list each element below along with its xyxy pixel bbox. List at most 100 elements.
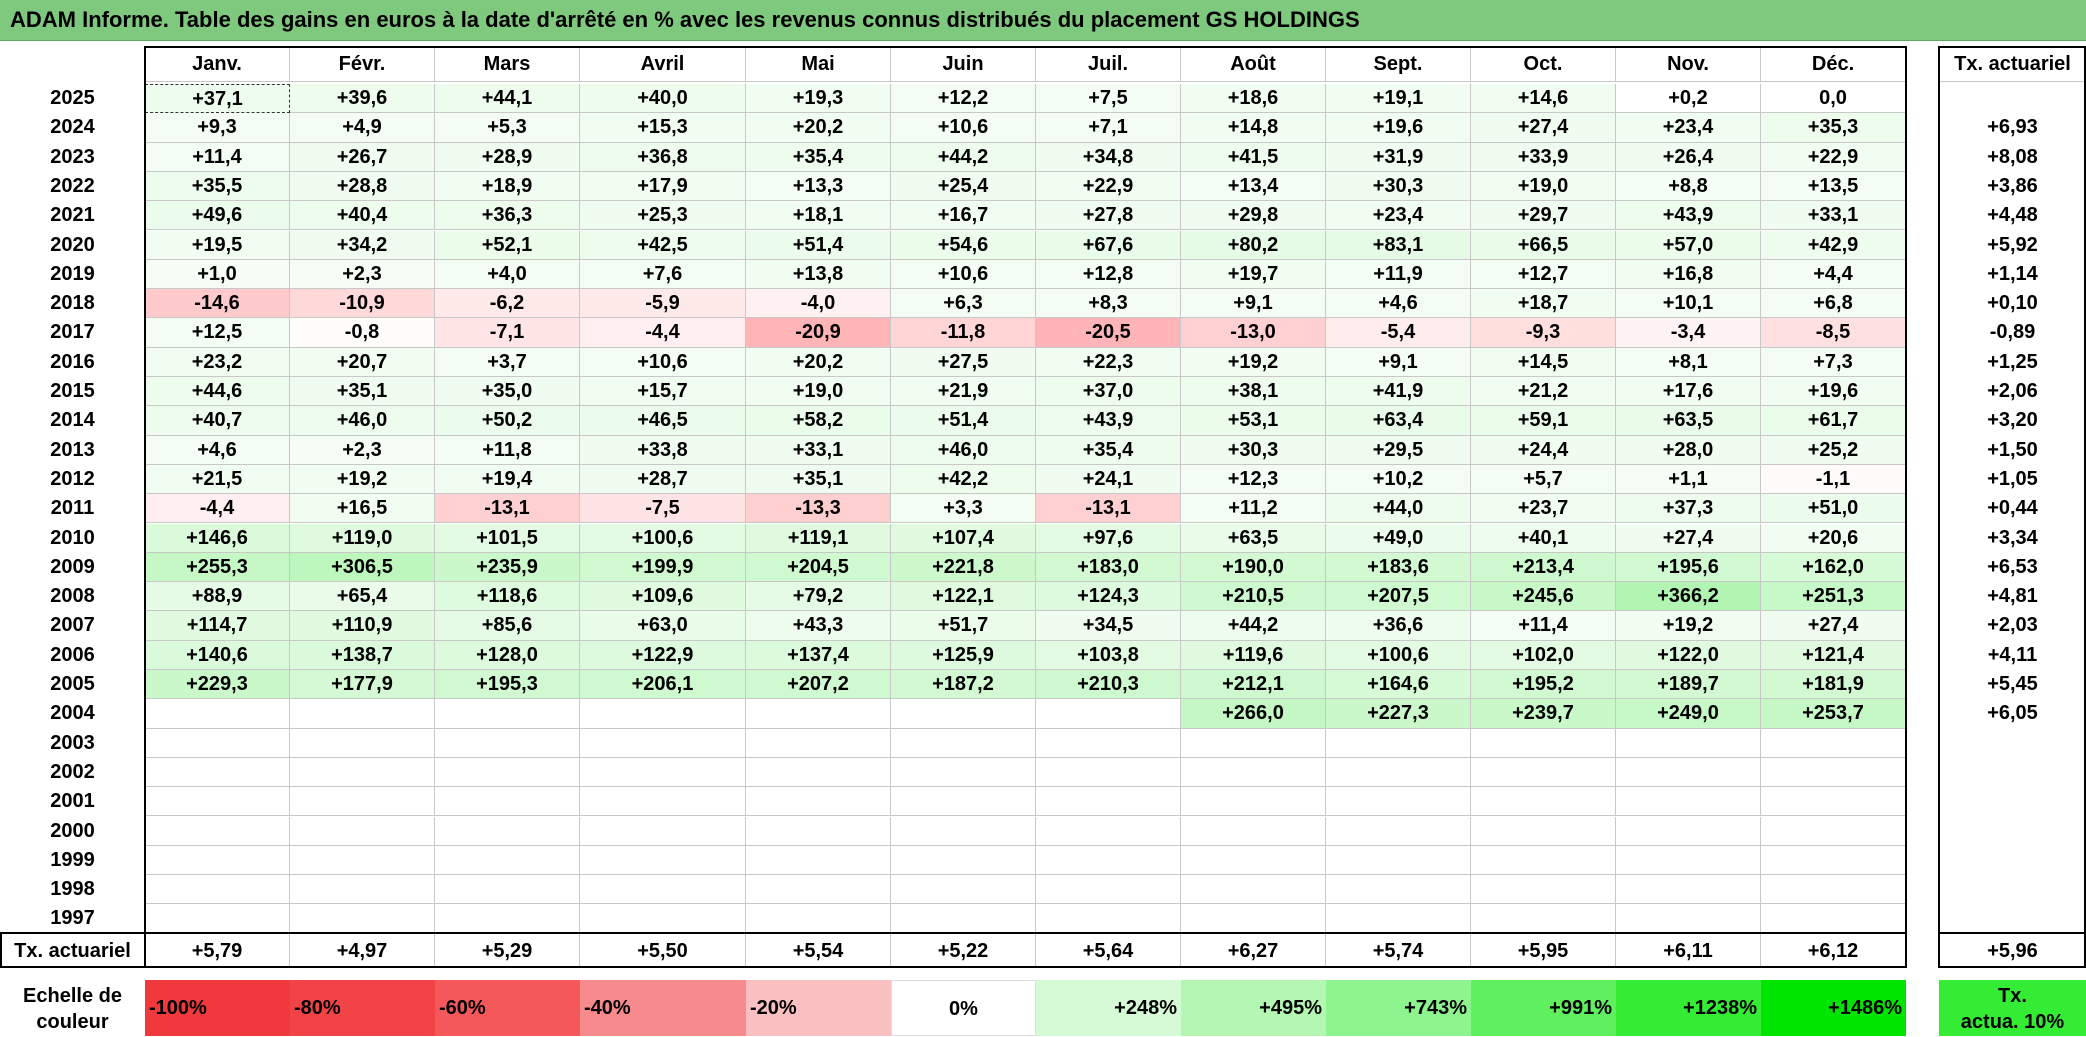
table-cell[interactable]: +53,1 [1181,406,1326,436]
table-cell[interactable]: +255,3 [145,552,290,583]
table-cell[interactable]: +97,6 [1036,523,1181,553]
table-cell[interactable]: +2,3 [290,259,435,290]
table-cell[interactable]: +40,0 [580,84,746,114]
table-cell[interactable] [1471,787,1616,817]
table-cell[interactable]: +19,0 [746,377,891,407]
table-cell[interactable]: +79,2 [746,582,891,612]
table-cell[interactable]: -20,9 [746,318,891,348]
table-cell[interactable]: +3,7 [435,347,580,377]
table-cell[interactable]: +34,2 [290,230,435,260]
table-cell[interactable]: +212,1 [1181,670,1326,700]
table-cell[interactable]: +122,9 [580,640,746,670]
table-cell[interactable] [891,875,1036,905]
table-cell[interactable] [746,816,891,846]
table-cell[interactable] [1326,787,1471,817]
table-cell[interactable] [1181,875,1326,905]
table-cell[interactable]: +25,3 [580,201,746,231]
table-cell[interactable]: +7,5 [1036,84,1181,114]
table-cell[interactable]: +13,8 [746,259,891,290]
table-cell[interactable]: +253,7 [1761,699,1906,729]
table-cell[interactable] [145,816,290,846]
table-cell[interactable]: +42,9 [1761,230,1906,260]
table-cell[interactable]: +63,5 [1616,406,1761,436]
table-cell[interactable]: +28,9 [435,142,580,172]
table-cell[interactable]: +13,5 [1761,171,1906,202]
table-cell[interactable]: +306,5 [290,552,435,583]
table-cell[interactable] [290,787,435,817]
table-cell[interactable]: +37,1 [145,84,290,114]
table-cell[interactable] [145,728,290,758]
table-cell[interactable]: +8,1 [1616,347,1761,377]
table-cell[interactable] [891,816,1036,846]
table-cell[interactable] [580,845,746,876]
table-cell[interactable]: +5,3 [435,113,580,143]
table-cell[interactable]: +4,6 [1326,289,1471,319]
table-cell[interactable]: +266,0 [1181,699,1326,729]
table-cell[interactable]: +10,6 [891,259,1036,290]
table-cell[interactable]: +30,3 [1326,171,1471,202]
table-cell[interactable] [1471,875,1616,905]
table-cell[interactable] [435,699,580,729]
table-cell[interactable]: +33,8 [580,435,746,465]
table-cell[interactable]: +39,6 [290,84,435,114]
table-cell[interactable]: +23,4 [1616,113,1761,143]
table-cell[interactable]: +6,8 [1761,289,1906,319]
table-cell[interactable]: +109,6 [580,582,746,612]
table-cell[interactable]: -8,5 [1761,318,1906,348]
table-cell[interactable]: +54,6 [891,230,1036,260]
table-cell[interactable]: +20,2 [746,113,891,143]
table-cell[interactable] [290,816,435,846]
table-cell[interactable]: +100,6 [1326,640,1471,670]
table-cell[interactable]: +22,9 [1761,142,1906,172]
table-cell[interactable]: +15,7 [580,377,746,407]
table-cell[interactable]: +35,5 [145,171,290,202]
table-cell[interactable]: -4,4 [580,318,746,348]
table-cell[interactable]: +44,2 [1181,611,1326,641]
table-cell[interactable]: +195,2 [1471,670,1616,700]
table-cell[interactable]: +28,7 [580,464,746,495]
table-cell[interactable]: +162,0 [1761,552,1906,583]
table-cell[interactable]: +19,2 [1181,347,1326,377]
table-cell[interactable]: +177,9 [290,670,435,700]
table-cell[interactable] [1471,757,1616,788]
table-cell[interactable]: -5,9 [580,289,746,319]
table-cell[interactable] [1761,816,1906,846]
table-cell[interactable]: +19,0 [1471,171,1616,202]
table-cell[interactable]: +23,2 [145,347,290,377]
table-cell[interactable]: +19,2 [290,464,435,495]
table-cell[interactable] [1036,699,1181,729]
table-cell[interactable]: +24,1 [1036,464,1181,495]
table-cell[interactable] [1181,757,1326,788]
table-cell[interactable]: +24,4 [1471,435,1616,465]
table-cell[interactable]: +8,3 [1036,289,1181,319]
table-cell[interactable]: +37,3 [1616,494,1761,524]
table-cell[interactable]: +50,2 [435,406,580,436]
table-cell[interactable] [1471,816,1616,846]
table-cell[interactable]: +51,7 [891,611,1036,641]
table-cell[interactable]: +204,5 [746,552,891,583]
table-cell[interactable]: +1,1 [1616,464,1761,495]
table-cell[interactable]: +5,7 [1471,464,1616,495]
table-cell[interactable]: +210,3 [1036,670,1181,700]
table-cell[interactable]: +128,0 [435,640,580,670]
table-cell[interactable] [580,816,746,846]
table-cell[interactable]: +40,1 [1471,523,1616,553]
table-cell[interactable]: +38,1 [1181,377,1326,407]
table-cell[interactable] [746,875,891,905]
table-cell[interactable]: +18,6 [1181,84,1326,114]
table-cell[interactable] [1036,787,1181,817]
table-cell[interactable]: +66,5 [1471,230,1616,260]
table-cell[interactable] [1616,728,1761,758]
table-cell[interactable] [435,904,580,934]
table-cell[interactable]: +17,6 [1616,377,1761,407]
table-cell[interactable]: +28,8 [290,171,435,202]
table-cell[interactable]: +43,9 [1036,406,1181,436]
table-cell[interactable]: +6,3 [891,289,1036,319]
table-cell[interactable]: -13,1 [1036,494,1181,524]
table-cell[interactable]: 0,0 [1761,84,1906,114]
table-cell[interactable]: +19,6 [1326,113,1471,143]
table-cell[interactable]: +23,7 [1471,494,1616,524]
table-cell[interactable]: +23,4 [1326,201,1471,231]
table-cell[interactable] [1036,816,1181,846]
table-cell[interactable] [1326,875,1471,905]
